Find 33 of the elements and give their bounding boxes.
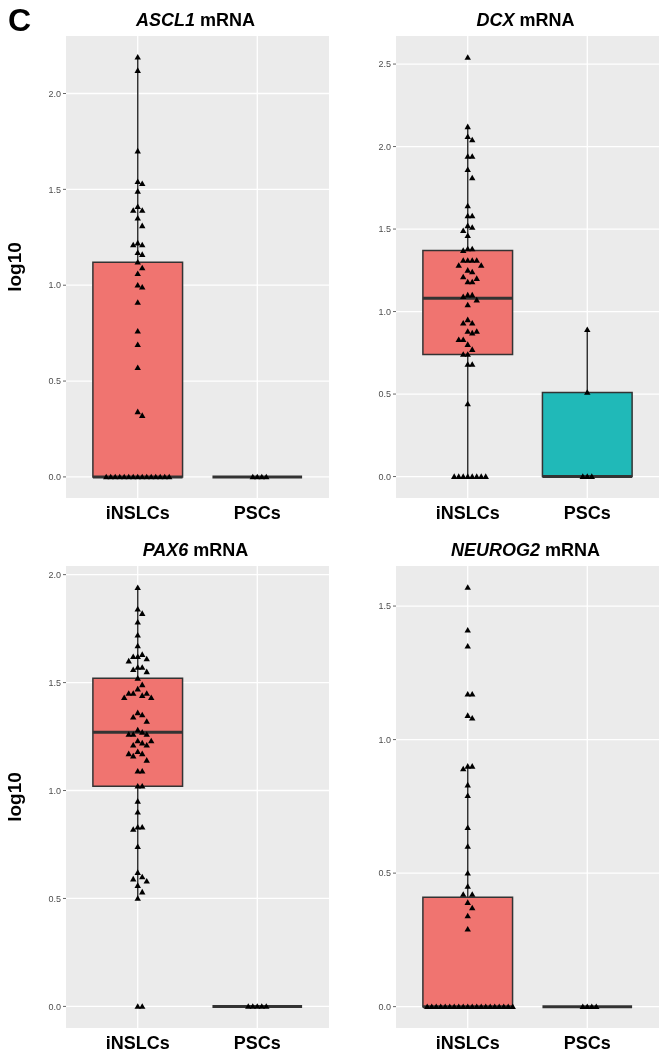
y-tick-label: 2.0 <box>48 88 61 99</box>
x-tick-label: iNSLCs <box>435 502 500 523</box>
y-tick-label: 0.0 <box>378 471 391 482</box>
y-tick-label: 0.0 <box>48 472 61 483</box>
chart-title: ASCL1 mRNA <box>135 10 256 30</box>
y-tick-label: 0.0 <box>378 1001 391 1012</box>
y-tick-label: 1.0 <box>48 280 61 291</box>
x-tick-label: PSCs <box>563 502 611 523</box>
y-tick-label: 2.5 <box>378 59 391 70</box>
x-tick-label: PSCs <box>563 1032 611 1053</box>
chart-title: DCX mRNA <box>476 10 575 30</box>
x-tick-label: PSCs <box>233 1032 281 1053</box>
x-tick-label: iNSLCs <box>105 502 170 523</box>
y-tick-label: 1.5 <box>378 224 391 235</box>
text: C <box>8 2 32 39</box>
y-tick-label: 0.5 <box>48 893 61 904</box>
y-tick-label: 2.0 <box>378 141 391 152</box>
x-tick-label: iNSLCs <box>105 1032 170 1053</box>
y-tick-label: 0.5 <box>48 376 61 387</box>
y-tick-label: 1.5 <box>48 677 61 688</box>
y-tick-label: 0.0 <box>48 1001 61 1012</box>
y-tick-label: 2.0 <box>48 569 61 580</box>
y-tick-label: 1.0 <box>378 734 391 745</box>
y-tick-label: 1.5 <box>48 184 61 195</box>
y-tick-label: 1.0 <box>48 785 61 796</box>
x-tick-label: iNSLCs <box>435 1032 500 1053</box>
chart-title: PAX6 mRNA <box>142 540 249 560</box>
chart-title: NEUROG2 mRNA <box>450 540 601 560</box>
y-tick-label: 1.5 <box>378 601 391 612</box>
y-tick-label: 0.5 <box>378 868 391 879</box>
y-tick-label: 0.5 <box>378 389 391 400</box>
x-tick-label: PSCs <box>233 502 281 523</box>
y-tick-label: 1.0 <box>378 306 391 317</box>
